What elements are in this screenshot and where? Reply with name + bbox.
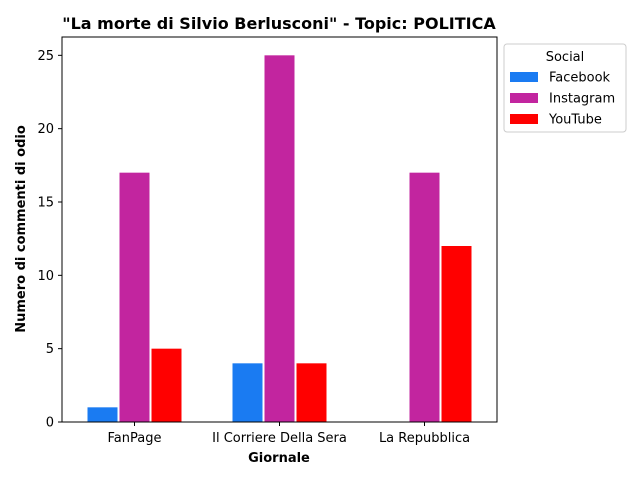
y-tick-label: 0 [46,416,54,431]
bar-instagram-0 [119,172,150,422]
y-tick-label: 10 [37,269,54,284]
y-tick-label: 15 [37,196,54,211]
bar-facebook-0 [87,407,118,422]
x-axis-label: Giornale [248,451,310,466]
bar-youtube-1 [296,363,327,422]
legend-entry-instagram: Instagram [549,92,615,107]
y-tick-label: 5 [46,342,54,357]
legend-swatch-youtube [510,114,538,124]
bar-facebook-1 [232,363,263,422]
legend-box [503,43,627,133]
legend-title: Social [546,50,585,65]
plot-area: 0 5 10 15 20 25 FanPage Il Corriere Della Sera L… [37,36,498,446]
x-tick-label: Il Corriere Della Sera [212,431,347,446]
legend-swatch-instagram [510,93,538,103]
bar-instagram-1 [264,55,295,422]
chart-title: "La morte di Silvio Berlusconi" - Topic:… [62,14,496,33]
y-axis-label: Numero di commenti di odio [14,125,29,333]
bar-instagram-2 [409,172,440,422]
legend: Social Facebook Instagram YouTube [503,43,627,133]
x-tick-label: La Repubblica [379,431,470,446]
legend-entry-youtube: YouTube [548,113,602,128]
bar-youtube-2 [441,246,472,422]
legend-entry-facebook: Facebook [549,71,611,86]
bar-youtube-0 [151,348,182,422]
legend-swatch-facebook [510,72,538,82]
x-tick-label: FanPage [108,431,162,446]
y-tick-label: 20 [37,122,54,137]
y-tick-label: 25 [37,49,54,64]
